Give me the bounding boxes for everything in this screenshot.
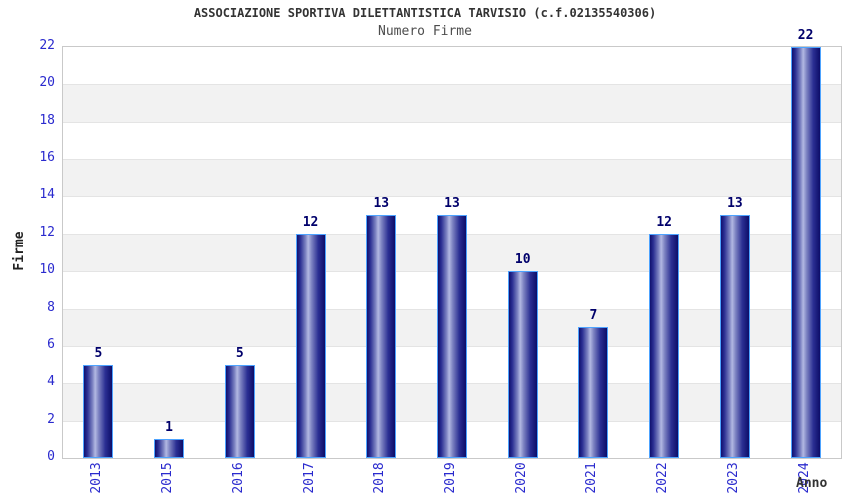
grid-band [63,121,841,160]
bar-2018 [366,215,397,458]
x-axis-title: Anno [796,476,828,491]
bar-2016 [224,364,255,458]
bar-value-label: 12 [656,214,672,230]
bar-2024 [790,47,821,458]
bar-value-label: 1 [165,420,173,436]
y-tick-label: 16 [39,150,55,166]
y-tick-label: 0 [47,449,55,464]
y-tick-label: 20 [39,75,55,91]
x-axis-labels: 2013 2015 2016 2017 2018 2019 2020 2021 2022 2023… [62,459,840,500]
bar-value-label: 7 [589,308,598,324]
bar-2013 [83,364,114,458]
x-tick-label: 2016 [230,462,246,494]
bar-value-label: 10 [514,252,531,268]
x-tick-label: 2019 [443,462,458,494]
chart-subtitle: Numero Firme [378,24,472,39]
grid-band [63,84,841,122]
x-tick-label: 2020 [513,462,529,494]
y-tick-label: 18 [39,112,55,128]
y-tick-label: 12 [39,224,55,240]
bar-value-label: 13 [444,196,460,212]
y-tick-label: 6 [47,336,55,352]
bar-2019 [437,215,467,458]
bar-2020 [507,271,538,458]
bar-value-label: 12 [302,214,319,230]
y-tick-label: 4 [47,374,55,390]
y-axis-ticks: 0 2 4 6 8 10 12 14 16 18 20 22 [0,0,55,500]
grid-band [63,47,841,85]
x-tick-label: 2017 [301,462,317,494]
grid-band [63,159,841,197]
x-tick-label: 2023 [725,462,741,494]
bar-value-label: 13 [727,196,743,212]
bar-2015 [154,439,185,458]
y-tick-label: 8 [47,299,55,315]
bar-value-label: 22 [797,28,814,43]
y-tick-label: 22 [39,38,55,53]
bar-2017 [295,233,326,458]
x-tick-label: 2018 [372,462,388,494]
x-tick-label: 2021 [584,462,600,494]
bar-value-label: 5 [235,345,244,361]
x-tick-label: 2015 [160,462,176,494]
x-tick-label: 2022 [655,462,671,494]
bar-value-label: 5 [94,345,103,361]
x-tick-label: 2013 [89,462,105,494]
bar-2022 [649,233,680,458]
y-tick-label: 2 [47,411,55,427]
bar-2023 [719,215,750,458]
y-tick-label: 10 [39,262,55,278]
plot-area: 5 1 5 12 13 13 10 7 12 13 22 [62,28,842,459]
bar-value-label: 13 [373,196,390,212]
chart-title: ASSOCIAZIONE SPORTIVA DILETTANTISTICA TA… [193,6,657,20]
bar-2021 [578,327,609,458]
y-tick-label: 14 [39,187,55,203]
